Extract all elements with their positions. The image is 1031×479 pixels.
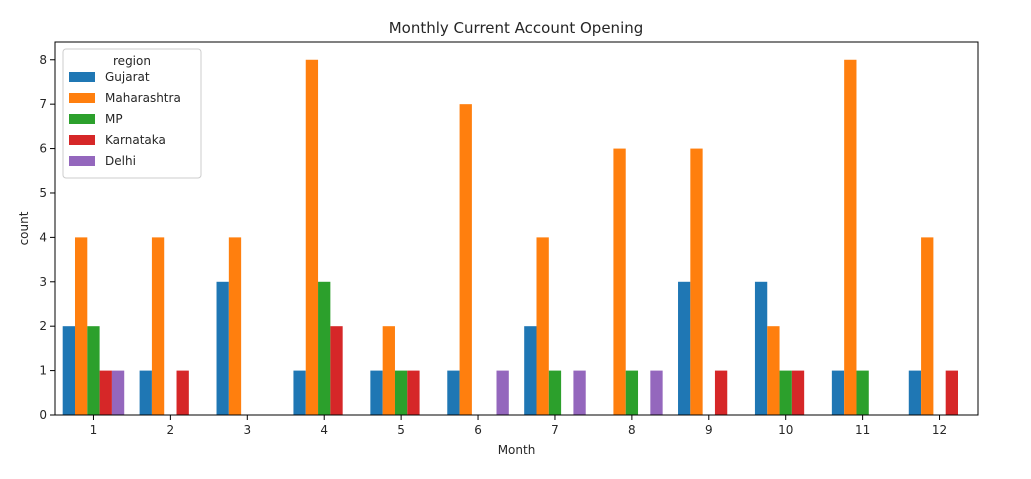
bar-maharashtra-month-5 bbox=[382, 326, 395, 415]
y-tick-label: 5 bbox=[39, 186, 47, 200]
x-axis-label: Month bbox=[498, 443, 536, 457]
bar-gujarat-month-10 bbox=[754, 281, 768, 415]
legend-label-maharashtra: Maharashtra bbox=[105, 91, 181, 105]
y-tick-label: 8 bbox=[39, 53, 47, 67]
legend-label-delhi: Delhi bbox=[105, 154, 136, 168]
bar-karnataka-month-4 bbox=[330, 326, 343, 415]
bar-maharashtra-month-10 bbox=[767, 326, 780, 415]
legend-swatch-mp bbox=[69, 114, 95, 124]
bar-gujarat-month-6 bbox=[447, 370, 460, 415]
x-tick-label: 1 bbox=[90, 423, 98, 437]
bar-maharashtra-month-2 bbox=[151, 237, 165, 415]
bar-gujarat-month-12 bbox=[908, 370, 922, 415]
bars-group bbox=[62, 59, 959, 416]
plot-frame bbox=[54, 41, 979, 416]
y-tick-label: 1 bbox=[39, 364, 47, 378]
x-tick-label: 2 bbox=[167, 423, 175, 437]
legend: region Gujarat Maharashtra MP Karnataka Delh… bbox=[62, 48, 202, 179]
bar-delhi-month-1 bbox=[111, 370, 125, 415]
x-tick-label: 9 bbox=[705, 423, 713, 437]
bar-karnataka-month-12 bbox=[945, 370, 959, 415]
bar-gujarat-month-7 bbox=[524, 326, 537, 415]
bar-gujarat-month-1 bbox=[62, 326, 75, 415]
chart-title: Monthly Current Account Opening bbox=[389, 19, 644, 37]
bar-gujarat-month-3 bbox=[216, 281, 229, 415]
legend-label-gujarat: Gujarat bbox=[105, 70, 150, 84]
bar-mp-month-7 bbox=[548, 370, 562, 415]
y-tick-label: 0 bbox=[39, 408, 47, 422]
y-tick-label: 2 bbox=[39, 319, 47, 333]
x-tick-label: 3 bbox=[243, 423, 251, 437]
x-tick-label: 8 bbox=[628, 423, 636, 437]
bar-mp-month-5 bbox=[394, 370, 408, 415]
bar-mp-month-8 bbox=[625, 370, 639, 415]
x-tick-label: 6 bbox=[474, 423, 482, 437]
y-axis: 0 1 2 3 4 5 6 7 8 bbox=[39, 53, 55, 422]
bar-maharashtra-month-8 bbox=[613, 148, 626, 416]
x-tick-label: 12 bbox=[932, 423, 947, 437]
bar-delhi-month-6 bbox=[496, 370, 509, 415]
x-tick-label: 7 bbox=[551, 423, 559, 437]
bar-gujarat-month-5 bbox=[370, 370, 383, 415]
legend-swatch-karnataka bbox=[69, 135, 95, 145]
bar-maharashtra-month-4 bbox=[305, 59, 319, 416]
bar-mp-month-4 bbox=[318, 281, 331, 415]
legend-swatch-delhi bbox=[69, 156, 95, 166]
legend-swatch-maharashtra bbox=[69, 93, 95, 103]
bar-karnataka-month-9 bbox=[714, 370, 728, 415]
bar-mp-month-11 bbox=[856, 370, 869, 415]
y-axis-label: count bbox=[17, 211, 31, 245]
y-tick-label: 3 bbox=[39, 275, 47, 289]
bar-gujarat-month-9 bbox=[678, 281, 691, 415]
bar-maharashtra-month-1 bbox=[74, 237, 88, 415]
bar-karnataka-month-10 bbox=[791, 370, 805, 415]
x-tick-label: 11 bbox=[855, 423, 870, 437]
bar-maharashtra-month-12 bbox=[921, 237, 934, 415]
bar-maharashtra-month-9 bbox=[690, 148, 703, 416]
bar-gujarat-month-2 bbox=[139, 370, 152, 415]
bar-mp-month-1 bbox=[87, 326, 100, 415]
bar-maharashtra-month-6 bbox=[459, 104, 472, 416]
bar-karnataka-month-2 bbox=[176, 370, 189, 415]
y-tick-label: 7 bbox=[39, 97, 47, 111]
bar-maharashtra-month-7 bbox=[536, 237, 549, 415]
legend-label-mp: MP bbox=[105, 112, 123, 126]
legend-box bbox=[62, 48, 202, 179]
legend-swatch-gujarat bbox=[69, 72, 95, 82]
x-tick-label: 4 bbox=[320, 423, 328, 437]
legend-title: region bbox=[113, 54, 151, 68]
y-tick-label: 6 bbox=[39, 142, 47, 156]
y-tick-label: 4 bbox=[39, 230, 47, 244]
bar-maharashtra-month-11 bbox=[844, 59, 857, 416]
x-tick-label: 10 bbox=[778, 423, 793, 437]
bar-delhi-month-8 bbox=[650, 370, 663, 415]
bar-gujarat-month-4 bbox=[293, 370, 306, 415]
legend-label-karnataka: Karnataka bbox=[105, 133, 166, 147]
bar-gujarat-month-11 bbox=[831, 370, 845, 415]
x-tick-label: 5 bbox=[397, 423, 405, 437]
bar-maharashtra-month-3 bbox=[228, 237, 242, 415]
bar-delhi-month-7 bbox=[573, 370, 586, 415]
bar-mp-month-10 bbox=[779, 370, 792, 415]
bar-karnataka-month-5 bbox=[407, 370, 420, 415]
x-axis: 1 2 3 4 5 6 7 8 9 10 11 12 bbox=[90, 415, 947, 437]
legend-items: Gujarat Maharashtra MP Karnataka Delhi bbox=[69, 70, 181, 168]
bar-karnataka-month-1 bbox=[99, 370, 112, 415]
